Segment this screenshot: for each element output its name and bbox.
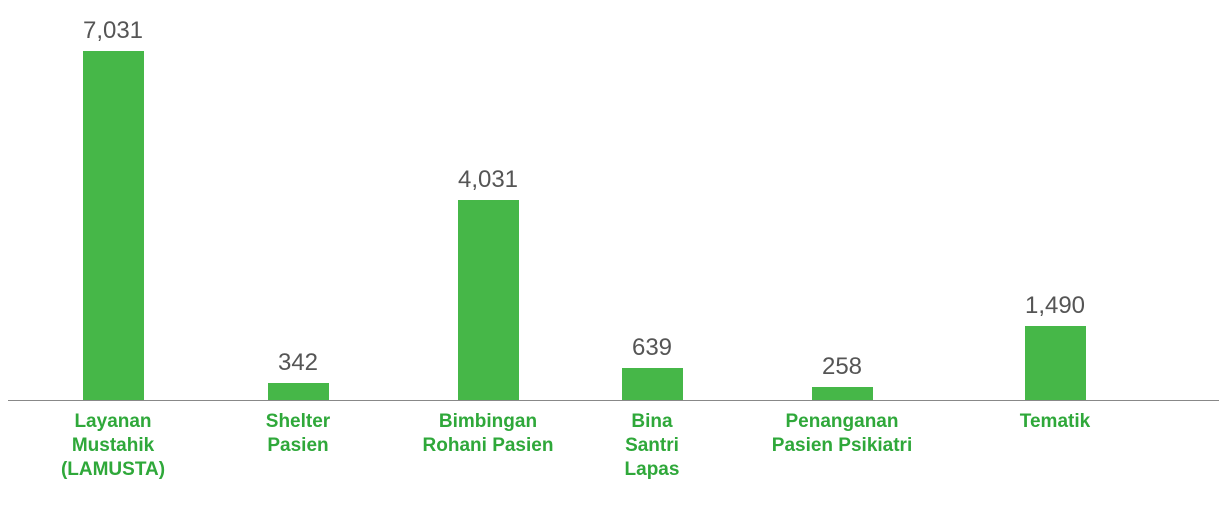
bar xyxy=(811,387,873,400)
bar xyxy=(621,368,683,400)
bar xyxy=(1024,326,1086,400)
x-tick-label: Bimbingan Rohani Pasien xyxy=(422,411,554,456)
bar xyxy=(267,383,329,400)
baseline xyxy=(8,400,1219,401)
value-label: 639 xyxy=(631,334,673,362)
value-label: 258 xyxy=(821,353,863,381)
value-label: 4,031 xyxy=(457,166,519,194)
x-tick-label: Shelter Pasien xyxy=(265,411,331,456)
bar xyxy=(457,200,519,400)
value-label: 342 xyxy=(277,349,319,377)
bar xyxy=(82,51,144,400)
x-tick-label: Penanganan Pasien Psikiatri xyxy=(771,411,913,456)
x-tick-label: Bina Santri Lapas xyxy=(624,411,680,480)
x-tick-label: Layanan Mustahik (LAMUSTA) xyxy=(60,411,166,480)
x-tick-label: Tematik xyxy=(1019,411,1091,432)
value-label: 7,031 xyxy=(82,17,144,45)
value-label: 1,490 xyxy=(1024,292,1086,320)
